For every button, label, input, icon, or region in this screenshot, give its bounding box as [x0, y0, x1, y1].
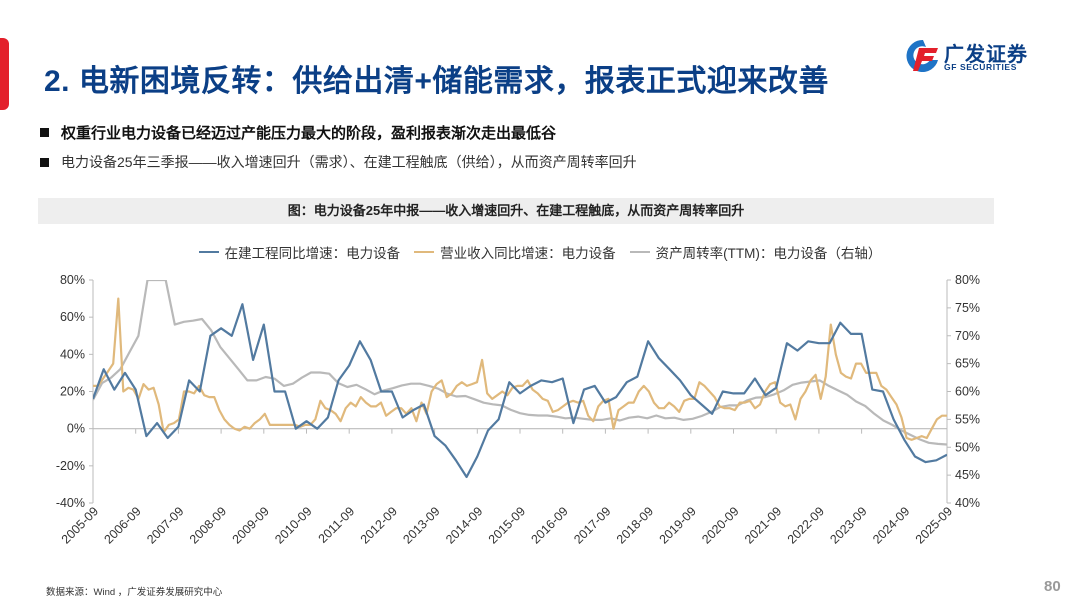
x-axis-tick: 2006-09 [101, 504, 143, 546]
page-number: 80 [1044, 578, 1061, 595]
x-axis-tick: 2021-09 [742, 504, 784, 546]
figure-caption: 图：电力设备25年中报——收入增速回升、在建工程触底，从而资产周转率回升 [38, 198, 994, 224]
right-axis-tick: 70% [955, 329, 980, 343]
bullet-point-2: 电力设备25年三季报——收入增速回升（需求）、在建工程触底（供给），从而资产周转… [40, 152, 637, 172]
legend-swatch-revenue [414, 250, 435, 254]
x-axis-tick: 2014-09 [443, 504, 485, 546]
right-axis-tick: 55% [955, 412, 980, 426]
logo-english-text: GF SECURITIES [944, 62, 1017, 72]
right-axis-tick: 65% [955, 357, 980, 371]
left-axis-tick: -20% [56, 459, 85, 473]
square-bullet-icon [40, 157, 49, 167]
x-axis-tick: 2015-09 [486, 504, 528, 546]
right-axis-tick: 50% [955, 440, 980, 454]
x-axis-tick: 2023-09 [827, 504, 869, 546]
x-axis-tick: 2008-09 [187, 504, 229, 546]
chart-legend: 在建工程同比增速：电力设备 营业收入同比增速：电力设备 资产周转率(TTM)：电… [0, 242, 1080, 262]
x-axis-tick: 2018-09 [614, 504, 656, 546]
left-axis-tick: 0% [67, 422, 85, 436]
x-axis-tick: 2009-09 [230, 504, 272, 546]
data-source: 数据来源：Wind ，广发证券发展研究中心 [46, 587, 223, 598]
legend-label-turnover: 资产周转率(TTM)：电力设备（右轴） [655, 246, 882, 261]
bullet-text: 电力设备25年三季报——收入增速回升（需求）、在建工程触底（供给），从而资产周转… [61, 154, 637, 170]
right-axis-tick: 75% [955, 301, 980, 315]
right-axis-tick: 60% [955, 385, 980, 399]
legend-item-cip: 在建工程同比增速：电力设备 [198, 242, 401, 262]
right-axis-tick: 45% [955, 468, 980, 482]
x-axis-tick: 2011-09 [316, 504, 358, 546]
legend-swatch-turnover [629, 250, 650, 254]
x-axis-tick: 2020-09 [699, 504, 741, 546]
bullet-text: 权重行业电力设备已经迈过产能压力最大的阶段，盈利报表渐次走出最低谷 [61, 125, 557, 142]
x-axis-tick: 2010-09 [272, 504, 314, 546]
legend-item-revenue: 营业收入同比增速：电力设备 [414, 242, 616, 262]
x-axis-tick: 2007-09 [144, 504, 186, 546]
bullet-point-1: 权重行业电力设备已经迈过产能压力最大的阶段，盈利报表渐次走出最低谷 [40, 122, 556, 143]
x-axis-tick: 2012-09 [358, 504, 400, 546]
left-axis-tick: 60% [60, 310, 85, 324]
right-axis-tick: 80% [955, 273, 980, 287]
series-line-1 [93, 297, 947, 441]
page-title: 2. 电新困境反转：供给出清+储能需求，报表正式迎来改善 [44, 65, 829, 98]
x-axis-tick: 2019-09 [657, 504, 699, 546]
x-axis-tick: 2016-09 [528, 504, 570, 546]
legend-label-cip: 在建工程同比增速：电力设备 [224, 246, 401, 261]
x-axis-tick: 2022-09 [785, 504, 827, 546]
x-axis-tick: 2017-09 [571, 504, 613, 546]
gf-logo-mark-icon [906, 39, 938, 72]
x-axis-tick: 2013-09 [400, 504, 442, 546]
series-line-0 [93, 303, 947, 479]
x-axis-tick: 2024-09 [870, 504, 912, 546]
logo-chinese-text: 广发证券 [944, 44, 1028, 66]
legend-swatch-cip [198, 250, 219, 254]
legend-label-revenue: 营业收入同比增速：电力设备 [440, 246, 616, 261]
right-axis-tick: 40% [955, 496, 980, 510]
left-axis-tick: 80% [60, 273, 85, 287]
left-axis-tick: 20% [60, 385, 85, 399]
section-accent-tab [0, 38, 9, 110]
x-axis-tick: 2005-09 [59, 504, 101, 546]
left-axis-tick: -40% [56, 496, 85, 510]
legend-item-turnover: 资产周转率(TTM)：电力设备（右轴） [629, 242, 882, 262]
x-axis-tick: 2025-09 [913, 504, 955, 546]
left-axis-tick: 40% [60, 347, 85, 361]
square-bullet-icon [40, 128, 49, 137]
gf-securities-logo: 广发证券 GF SECURITIES [906, 36, 1066, 76]
series-line-2 [93, 280, 947, 446]
